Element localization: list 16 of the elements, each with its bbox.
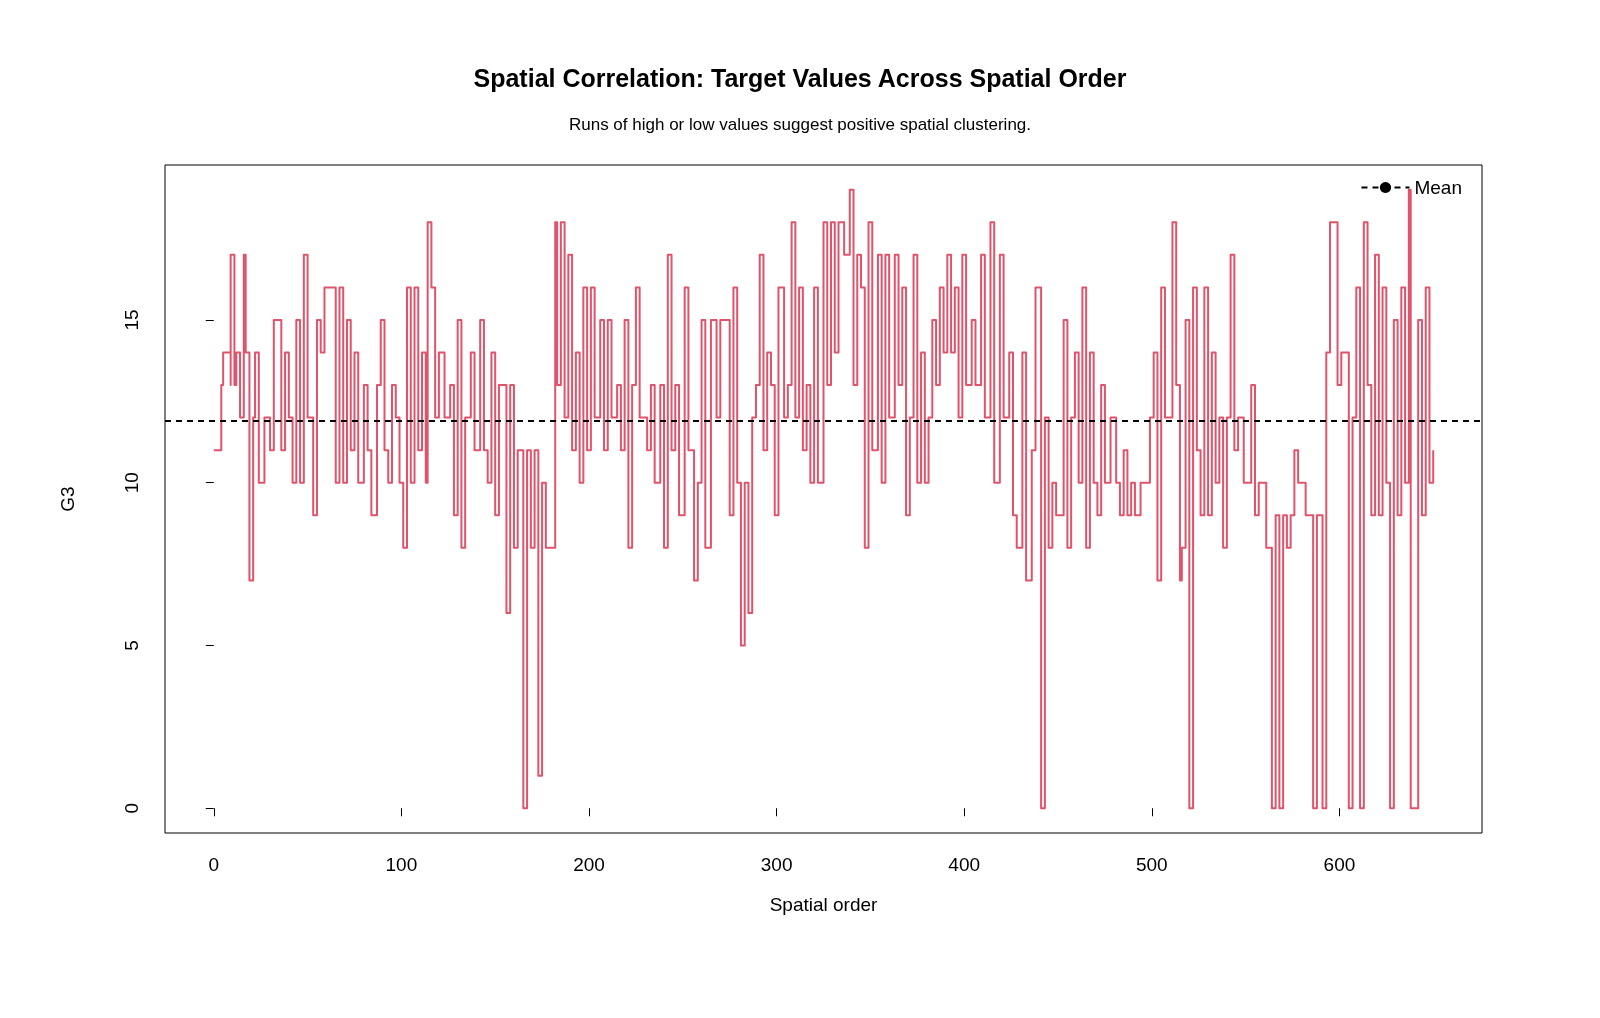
x-tick-label: 400 [948,854,981,875]
y-tick-label: 5 [121,640,142,651]
y-tick-label: 10 [121,472,142,494]
x-tick-label: 300 [760,854,793,875]
y-axis-title: G3 [57,486,78,512]
x-tick-label: 0 [208,854,220,875]
y-tick-label: 15 [121,309,142,331]
x-tick-label: 100 [385,854,418,875]
chart-subtitle: Runs of high or low values suggest positive spatial clustering. [568,115,1032,134]
x-tick-label: 500 [1135,854,1168,875]
x-tick-label: 200 [573,854,605,875]
x-axis-title: Spatial order [769,894,879,915]
y-tick-label: 0 [121,802,142,814]
chart-title: Spatial Correlation: Target Values Across Spatial Order [473,63,1127,92]
legend-label: Mean [1414,177,1462,198]
x-tick-label: 600 [1323,854,1356,875]
